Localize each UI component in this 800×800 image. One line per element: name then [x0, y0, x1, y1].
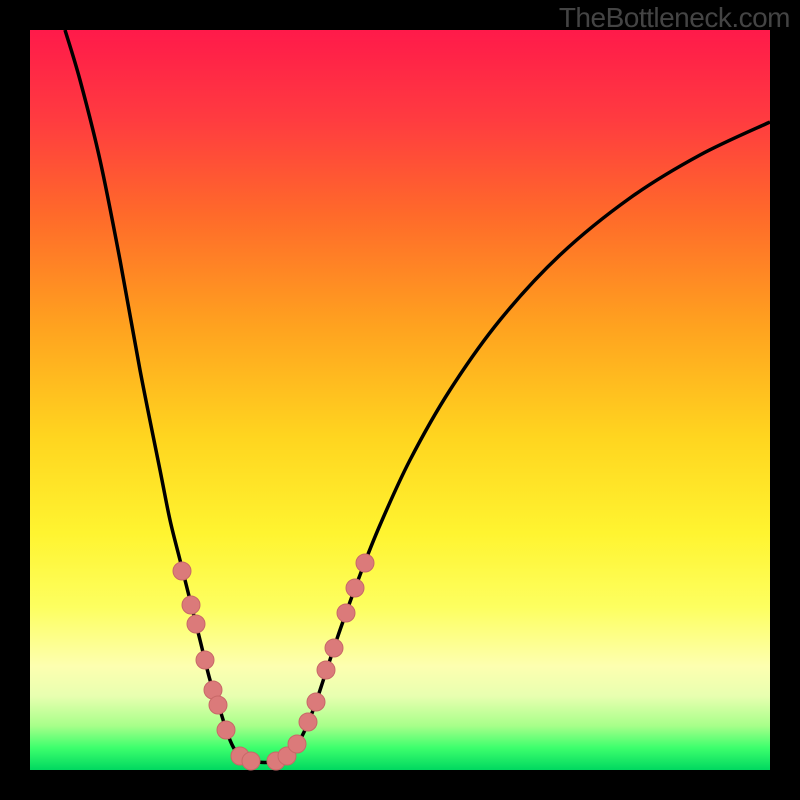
data-marker [307, 693, 325, 711]
data-marker [242, 752, 260, 770]
bottleneck-chart [0, 0, 800, 800]
data-marker [356, 554, 374, 572]
data-marker [288, 735, 306, 753]
data-marker [209, 696, 227, 714]
data-marker [346, 579, 364, 597]
data-marker [337, 604, 355, 622]
data-marker [317, 661, 335, 679]
data-marker [187, 615, 205, 633]
data-marker [325, 639, 343, 657]
data-marker [182, 596, 200, 614]
data-marker [173, 562, 191, 580]
watermark-text: TheBottleneck.com [559, 2, 790, 34]
chart-plot-area [30, 30, 770, 770]
data-marker [299, 713, 317, 731]
data-marker [217, 721, 235, 739]
data-marker [196, 651, 214, 669]
